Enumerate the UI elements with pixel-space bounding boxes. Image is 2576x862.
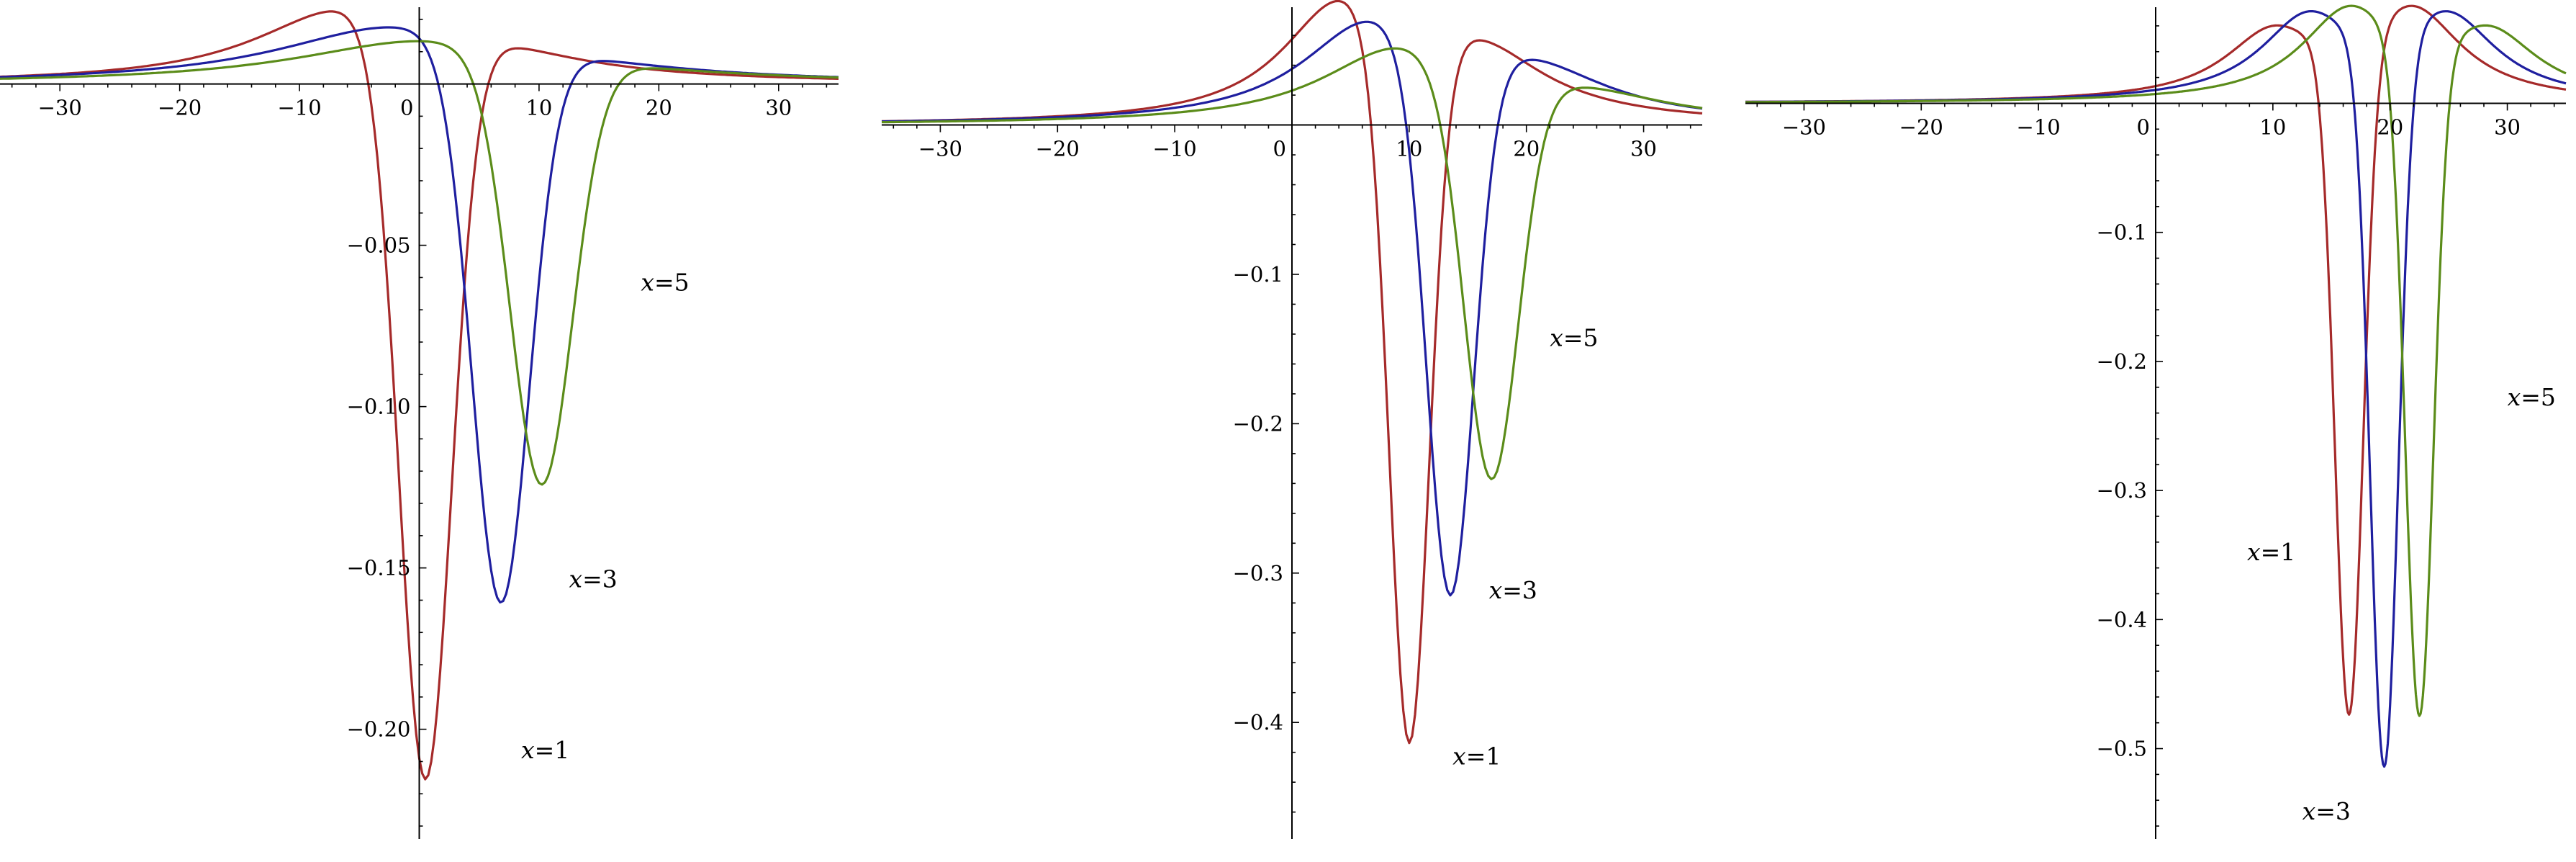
y-tick-label: −0.1	[2097, 220, 2147, 245]
x-tick-label: −10	[1153, 137, 1197, 161]
y-tick-label: −0.5	[2097, 737, 2147, 761]
x-tick-label: 30	[765, 96, 792, 120]
x-tick-label: 20	[2377, 115, 2403, 139]
chart-panel-2: −30 −20 −10 0 10 20 30 −0.1 −0.2 −0.3 −0.4 x=5 x=3 x=…	[881, 0, 1703, 839]
x-tick-label: −30	[38, 96, 82, 120]
y-tick-label: −0.3	[2097, 478, 2147, 503]
x-tick-label: −10	[2017, 115, 2061, 139]
x-tick-label: 20	[1513, 137, 1540, 161]
curve-annotation: x=1	[2247, 538, 2295, 566]
y-tick-label: −0.05	[347, 233, 411, 258]
curve-annotation: x=5	[641, 268, 689, 296]
curve-annotation: x=3	[2302, 797, 2351, 825]
x-tick-label: 10	[525, 96, 552, 120]
x-tick-label: 0	[400, 96, 413, 120]
curve-annotation: x=1	[521, 736, 569, 764]
curve-annotation: x=1	[1452, 742, 1501, 770]
x-tick-label: 10	[1396, 137, 1422, 161]
x-tick-label: −20	[158, 96, 202, 120]
y-tick-label: −0.2	[2097, 349, 2147, 374]
curve-annotation: x=3	[569, 565, 618, 593]
curve-annotation: x=3	[1489, 576, 1537, 604]
x-tick-label: 10	[2259, 115, 2286, 139]
y-tick-label: −0.15	[347, 556, 411, 580]
y-tick-label: −0.10	[347, 395, 411, 419]
x-tick-label: −30	[918, 137, 962, 161]
x-tick-label: 0	[1273, 137, 1286, 161]
y-tick-label: −0.4	[1233, 710, 1283, 735]
x-tick-label: 0	[2137, 115, 2150, 139]
x-tick-label: 20	[646, 96, 672, 120]
curve-annotation: x=5	[1550, 324, 1598, 352]
x-tick-label: 30	[1630, 137, 1657, 161]
x-tick-label: −10	[277, 96, 321, 120]
x-tick-label: −20	[1036, 137, 1080, 161]
x-tick-label: −20	[1899, 115, 1943, 139]
curve-annotation: x=5	[2508, 383, 2556, 411]
x-tick-label: 30	[2494, 115, 2521, 139]
y-tick-label: −0.20	[347, 717, 411, 742]
chart-panel-1: −30 −20 −10 0 10 20 30 −0.05 −0.10 −0.15 −0.20 x=5 x…	[0, 7, 839, 839]
y-tick-label: −0.1	[1233, 262, 1283, 287]
y-tick-label: −0.4	[2097, 607, 2147, 632]
y-tick-label: −0.2	[1233, 411, 1283, 436]
x-tick-label: −30	[1782, 115, 1826, 139]
chart-panel-3: −30 −20 −10 0 10 20 30 −0.1 −0.2 −0.3 −0.4 −0.5 x=5 x…	[1745, 4, 2567, 839]
y-tick-label: −0.3	[1233, 561, 1283, 585]
